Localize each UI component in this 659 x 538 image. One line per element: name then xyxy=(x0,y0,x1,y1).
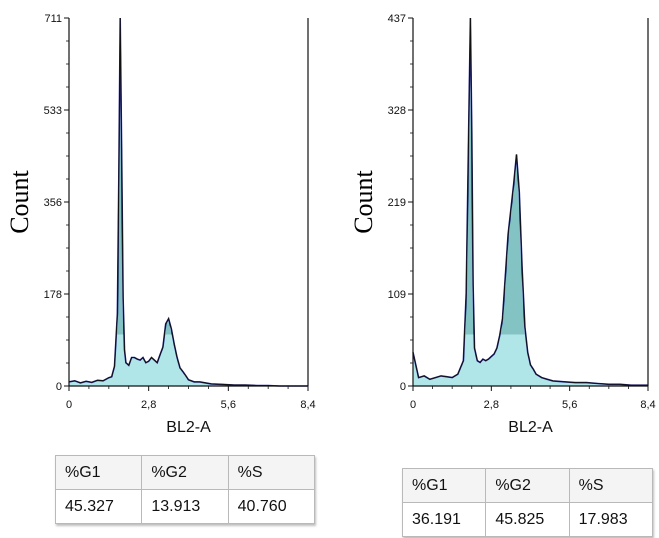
stats-table-left: %G1 %G2 %S 45.327 13.913 40.760 xyxy=(54,455,316,524)
value-g2: 13.913 xyxy=(141,489,229,524)
histogram-area xyxy=(413,18,648,386)
x-tick-label: 2,8 xyxy=(484,399,499,411)
header-g1: %G1 xyxy=(54,455,143,490)
x-tick-label: 2,8 xyxy=(141,399,156,411)
histogram-line xyxy=(412,17,648,386)
x-tick-label: 0 xyxy=(66,399,72,411)
x-tick-label: 8,4 xyxy=(640,399,655,411)
header-g2: %G2 xyxy=(141,455,229,490)
x-tick-label: 5,6 xyxy=(562,399,577,411)
y-tick-label: 0 xyxy=(400,381,406,393)
x-axis-label: BL2-A xyxy=(166,419,211,436)
stats-table-right: %G1 %G2 %S 36.191 45.825 17.983 xyxy=(401,468,654,537)
y-tick-label: 711 xyxy=(44,13,62,25)
y-axis-label: Count xyxy=(5,169,34,233)
header-s: %S xyxy=(568,468,654,503)
x-tick-label: 8,4 xyxy=(300,399,315,411)
header-s: %S xyxy=(227,455,316,490)
histogram-right: Count 0 109 219 328 437 0 2,8 5,6 8,4 BL2-A xyxy=(349,13,656,436)
y-axis-label: Count xyxy=(349,169,378,233)
y-tick-label: 109 xyxy=(388,289,406,301)
y-tick-label: 328 xyxy=(388,105,406,117)
y-tick-label: 219 xyxy=(388,197,406,209)
hatch-mask xyxy=(413,334,648,386)
model-fit-line xyxy=(412,17,648,386)
stats-value-row: 36.191 45.825 17.983 xyxy=(401,502,654,537)
x-axis-label: BL2-A xyxy=(508,419,553,436)
histogram-line xyxy=(68,17,308,387)
x-tick-label: 5,6 xyxy=(221,399,236,411)
y-tick-label: 437 xyxy=(388,13,406,25)
histogram-hatching xyxy=(413,18,648,386)
value-g2: 45.825 xyxy=(485,502,570,537)
x-tick-label: 0 xyxy=(410,399,416,411)
header-g1: %G1 xyxy=(401,468,487,503)
value-g1: 36.191 xyxy=(401,502,487,537)
y-tick-label: 356 xyxy=(44,197,62,209)
stats-value-row: 45.327 13.913 40.760 xyxy=(54,489,316,524)
histogram-area xyxy=(69,18,308,386)
value-s: 17.983 xyxy=(568,502,654,537)
stats-header-row: %G1 %G2 %S xyxy=(54,455,316,490)
model-fit-line xyxy=(68,17,308,387)
histogram-left: Count 0 178 356 533 711 0 2,8 5,6 8,4 BL2-A xyxy=(5,13,316,436)
hatch-mask xyxy=(69,334,308,386)
y-tick-label: 533 xyxy=(44,105,62,117)
value-s: 40.760 xyxy=(227,489,316,524)
histogram-hatching xyxy=(69,18,308,386)
value-g1: 45.327 xyxy=(54,489,143,524)
y-tick-label: 0 xyxy=(56,381,62,393)
header-g2: %G2 xyxy=(485,468,570,503)
stats-header-row: %G1 %G2 %S xyxy=(401,468,654,503)
y-tick-label: 178 xyxy=(44,289,62,301)
